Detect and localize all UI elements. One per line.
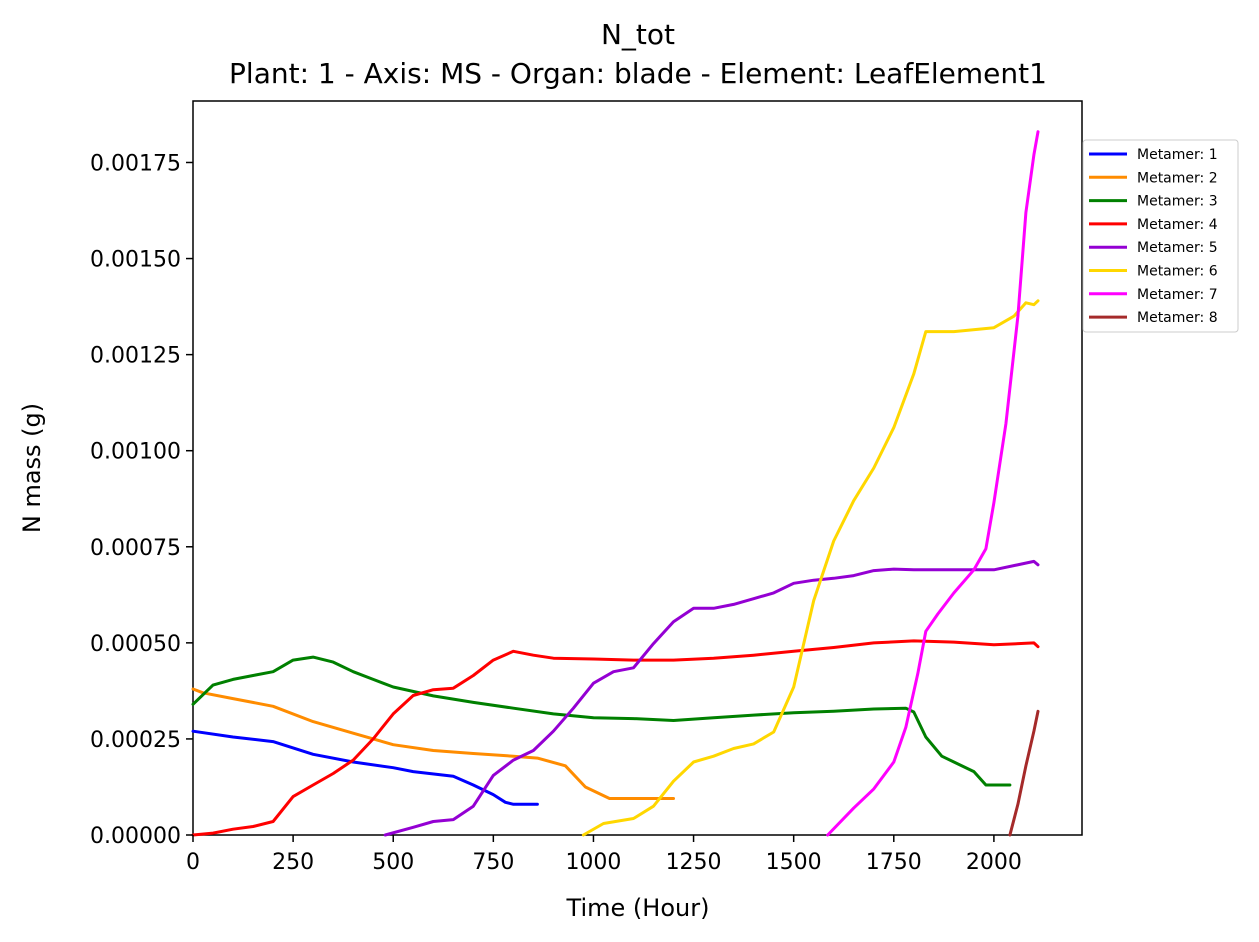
legend-label: Metamer: 7 <box>1137 287 1218 303</box>
x-tick-label: 750 <box>472 850 514 875</box>
series-line-metamer-6 <box>581 299 1040 837</box>
x-tick-label: 1000 <box>565 850 621 875</box>
x-tick-label: 1500 <box>766 850 822 875</box>
x-tick-label: 250 <box>272 850 314 875</box>
series-line-metamer-5 <box>383 559 1040 837</box>
legend-label: Metamer: 4 <box>1137 217 1218 233</box>
x-tick-label: 500 <box>372 850 414 875</box>
x-axis: 0 250 500 750 1000 1250 1500 1750 2000 <box>186 835 1022 875</box>
series-line-metamer-3 <box>191 655 1012 787</box>
y-tick-label: 0.00100 <box>90 440 181 465</box>
series-layer <box>191 130 1040 837</box>
series-line-metamer-8 <box>1008 709 1040 837</box>
series-line-metamer-4 <box>191 639 1040 837</box>
y-tick-label: 0.00075 <box>90 536 181 561</box>
y-tick-label: 0.00125 <box>90 344 181 369</box>
x-axis-label: Time (Hour) <box>566 894 710 922</box>
legend: Metamer: 1 Metamer: 2 Metamer: 3 Metamer: 4… <box>1082 139 1239 333</box>
y-tick-label: 0.00000 <box>90 824 181 849</box>
legend-label: Metamer: 3 <box>1137 194 1218 210</box>
legend-label: Metamer: 5 <box>1137 240 1218 256</box>
y-tick-label: 0.00050 <box>90 632 181 657</box>
chart-subtitle: Plant: 1 - Axis: MS - Organ: blade - Ele… <box>229 57 1047 90</box>
chart-title: N_tot <box>601 18 675 51</box>
y-tick-label: 0.00150 <box>90 248 181 273</box>
legend-label: Metamer: 2 <box>1137 170 1218 186</box>
legend-label: Metamer: 6 <box>1137 264 1218 280</box>
legend-frame <box>1082 139 1239 333</box>
legend-label: Metamer: 1 <box>1137 147 1218 163</box>
plot-area <box>191 100 1083 837</box>
x-tick-label: 2000 <box>966 850 1022 875</box>
y-axis: 0.00000 0.00025 0.00050 0.00075 0.00100 0.001… <box>90 151 193 849</box>
legend-label: Metamer: 8 <box>1137 310 1218 326</box>
x-tick-label: 0 <box>186 850 200 875</box>
y-tick-label: 0.00175 <box>90 151 181 176</box>
y-tick-label: 0.00025 <box>90 728 181 753</box>
x-tick-label: 1250 <box>666 850 722 875</box>
legend-items: Metamer: 1 Metamer: 2 Metamer: 3 Metamer: 4… <box>1089 147 1218 326</box>
series-line-metamer-7 <box>826 130 1040 837</box>
series-line-metamer-1 <box>191 729 539 806</box>
series-line-metamer-2 <box>191 687 675 800</box>
x-tick-label: 1750 <box>866 850 922 875</box>
plot-frame <box>192 100 1083 836</box>
y-axis-label: N mass (g) <box>18 403 46 533</box>
